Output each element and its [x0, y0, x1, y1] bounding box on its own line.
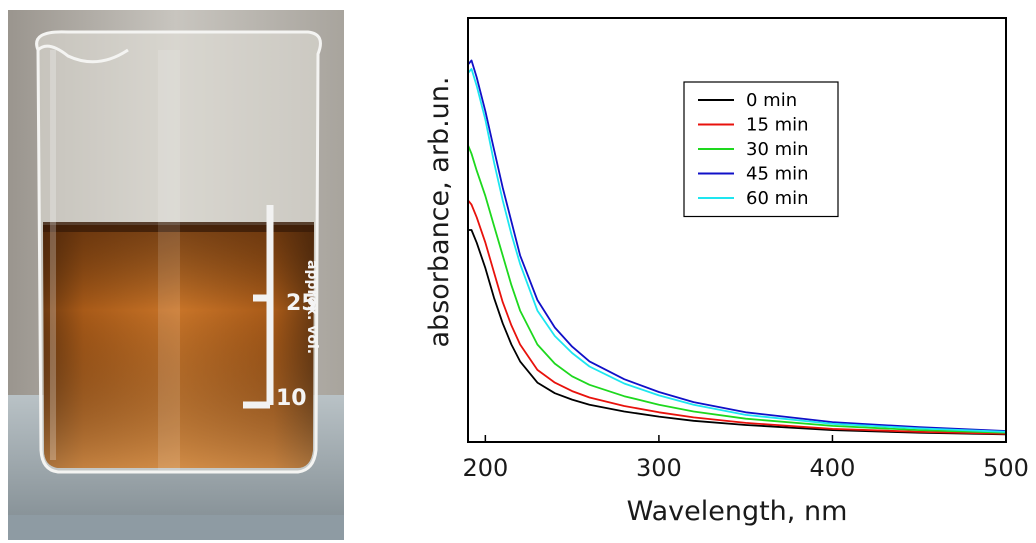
- series-line-45-min: [467, 59, 1007, 432]
- legend: 0 min 15 min 30 min 45 min 60 min: [683, 81, 839, 218]
- tick-layer: 200 300 400 500: [462, 435, 1029, 482]
- x-axis-title: Wavelength, nm: [627, 496, 848, 527]
- legend-label: 0 min: [746, 90, 797, 111]
- x-tick-label: 300: [636, 454, 682, 482]
- beaker-photo: 25 10 approx. vol.: [8, 10, 344, 540]
- plot-frame: [467, 17, 1007, 443]
- series-line-60-min: [467, 68, 1007, 433]
- x-tick-label: 500: [983, 454, 1029, 482]
- series-layer: [467, 59, 1007, 436]
- beaker-vertical-text: approx. vol.: [304, 260, 320, 354]
- series-line-30-min: [467, 144, 1007, 434]
- absorbance-chart: 200 300 400 500 Wavelength, nm absorbance, …: [424, 17, 1029, 527]
- legend-label: 15 min: [746, 115, 809, 136]
- beaker-mark-25: 25: [286, 291, 317, 316]
- beaker-mark-10: 10: [276, 386, 307, 411]
- series-line-15-min: [467, 199, 1007, 435]
- legend-label: 30 min: [746, 139, 809, 160]
- x-tick-label: 200: [462, 454, 508, 482]
- series-line-0-min: [468, 229, 1007, 436]
- y-axis-title: absorbance, arb.un.: [424, 77, 455, 348]
- legend-label: 60 min: [746, 188, 809, 209]
- legend-label: 45 min: [746, 164, 809, 185]
- legend-items: 0 min 15 min 30 min 45 min 60 min: [698, 90, 809, 209]
- x-tick-label: 400: [810, 454, 856, 482]
